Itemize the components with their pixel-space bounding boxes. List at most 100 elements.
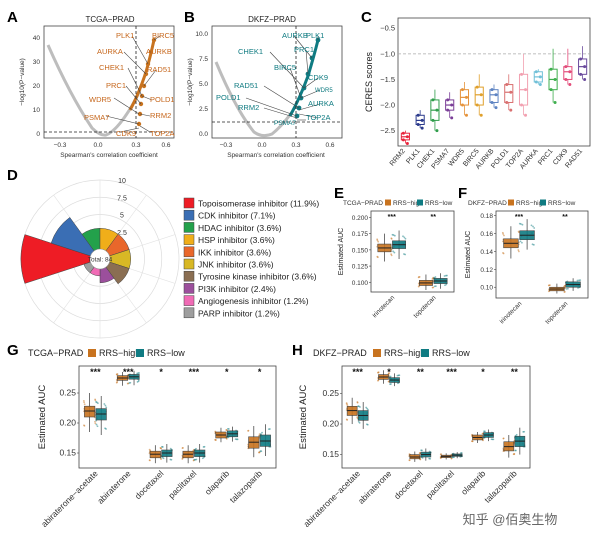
- panel-c-point: [420, 126, 424, 130]
- panel-e-ytick: 0.200: [352, 215, 369, 222]
- panel-d-legend-swatch: [183, 283, 195, 294]
- panel-g-jitter-point: [116, 373, 119, 375]
- panel-g-xtick: abiraterone−acetate: [39, 468, 100, 529]
- panel-f-significance: **: [562, 214, 568, 221]
- panel-c-point: [475, 85, 479, 89]
- panel-letter-c: C: [361, 9, 372, 26]
- panel-d-center-label: Total: 84: [88, 257, 113, 264]
- panel-e-legend-swatch: [385, 199, 391, 206]
- panel-d-legend-swatch: [183, 234, 195, 245]
- panel-e-ytick: 0.125: [352, 264, 369, 271]
- panel-h-jitter-point: [408, 459, 411, 462]
- panel-d-legend-swatch: [183, 246, 195, 258]
- panel-g-xtick: abiraterone: [95, 468, 133, 506]
- panel-g-jitter-point: [182, 447, 184, 449]
- panel-h-jitter-point: [451, 456, 454, 459]
- panel-g-jitter-point: [95, 423, 98, 426]
- panel-g-jitter-point: [261, 431, 263, 434]
- panel-e-jitter-point: [377, 240, 380, 243]
- panel-f-frame: [495, 210, 589, 299]
- panel-e-legend-label: RRS−high: [393, 200, 423, 207]
- panel-c-point: [446, 108, 450, 112]
- panel-c-box: [489, 89, 499, 103]
- panel-c-point: [524, 88, 528, 92]
- watermark: 知乎 @佰奥生物: [463, 512, 558, 527]
- panel-h-jitter-point: [366, 423, 369, 426]
- panel-letter-a: A: [7, 9, 18, 26]
- panel-g-jitter-point: [105, 406, 108, 409]
- panel-a-gene-label: CDK9: [116, 129, 136, 138]
- panel-b-gene-label: POLD1: [216, 93, 241, 102]
- panel-e-legend-label: RRS−low: [425, 200, 453, 207]
- panel-b-ytick: 5.0: [199, 81, 208, 88]
- panel-g-jitter-point: [94, 420, 96, 423]
- panel-e-significance: **: [431, 214, 437, 221]
- panel-letter-g: G: [7, 342, 19, 359]
- panel-d-legend-label: PARP inhibitor (1.2%): [198, 308, 280, 318]
- panel-h-jitter-point: [460, 452, 463, 454]
- panel-a-xtick: 0.6: [161, 142, 170, 149]
- panel-e-jitter-point: [393, 234, 396, 237]
- panel-c-point: [520, 103, 524, 107]
- panel-g-jitter-point: [247, 429, 250, 432]
- panel-e-jitter-point: [431, 286, 434, 289]
- panel-c-point: [490, 88, 494, 92]
- panel-b-ylabel: −log10(P−value): [187, 58, 194, 106]
- panel-e-auc-boxplot: TCGA−PRAD RRS−high RRS−low 0.100 0.125 0.150 0…: [338, 199, 455, 320]
- panel-c-point: [553, 77, 557, 81]
- panel-g-jitter-point: [159, 447, 162, 449]
- panel-c-xtick: PRC1: [537, 148, 554, 167]
- panel-g-auc-boxplot: TCGA−PRAD RRS−high RRS−low 0.15 0.20 0.25 Esti…: [28, 348, 277, 529]
- panel-g-jitter-point: [257, 451, 260, 454]
- panel-c-point: [450, 116, 454, 120]
- panel-f-jitter-point: [519, 240, 522, 243]
- panel-g-jitter-point: [83, 401, 86, 404]
- panel-d-grid-spoke: [53, 266, 95, 324]
- panel-c-point: [553, 100, 557, 104]
- panel-letter-e: E: [334, 185, 344, 202]
- panel-f-jitter-point: [563, 291, 566, 293]
- panel-f-jitter-point: [518, 222, 521, 225]
- panel-h-jitter-point: [398, 374, 401, 377]
- panel-h-significance: **: [511, 367, 519, 377]
- panel-c-point: [494, 106, 498, 110]
- panel-a-xaxis: −0.3 0.0 0.3 0.6 Spearman's correlation …: [54, 142, 171, 159]
- panel-e-ylabel: Estimated AUC: [338, 228, 345, 275]
- panel-h-ytick: 0.20: [322, 419, 339, 429]
- panel-f-jitter-point: [533, 227, 536, 229]
- panel-h-jitter-point: [418, 452, 421, 454]
- panel-g-ytick: 0.25: [59, 388, 76, 398]
- panel-d-legend-label: Topoisomerase inhibitor (11.9%): [198, 199, 319, 209]
- panel-b-volcano: DKFZ−PRAD A: [187, 15, 343, 159]
- panel-b-xlabel: Spearman's correlation coefficient: [227, 152, 325, 159]
- panel-g-ylabel: Estimated AUC: [37, 385, 48, 450]
- panel-f-jitter-point: [579, 279, 582, 282]
- panel-h-jitter-point: [523, 430, 526, 433]
- panel-h-significance: ***: [446, 367, 457, 377]
- panel-a-xtick: 0.3: [131, 142, 140, 149]
- panel-e-significance: ***: [388, 214, 396, 221]
- panel-e-jitter-point: [433, 285, 436, 288]
- panel-f-jitter-point: [517, 249, 520, 251]
- panel-g-jitter-point: [105, 428, 107, 430]
- panel-c-point: [568, 70, 572, 74]
- panel-h-jitter-point: [357, 420, 360, 423]
- panel-c-point: [479, 113, 483, 117]
- panel-c-point: [505, 83, 509, 87]
- panel-h-xtick: docetaxel: [392, 468, 425, 501]
- panel-f-jitter-point: [517, 230, 520, 233]
- panel-b-gene-label: PRC1: [294, 45, 314, 54]
- panel-a-ytick: 30: [33, 59, 41, 66]
- panel-letter-h: H: [292, 342, 303, 359]
- panel-letter-d: D: [7, 167, 18, 184]
- panel-d-legend-label: HSP inhibitor (3.6%): [198, 235, 275, 245]
- panel-a-gene-label: TOP2A: [150, 129, 174, 138]
- panel-c-box: [474, 86, 484, 106]
- panel-letter-b: B: [184, 9, 195, 26]
- panel-f-jitter-point: [502, 233, 505, 235]
- panel-g-jitter-point: [116, 381, 118, 384]
- panel-c-point: [509, 108, 513, 112]
- panel-h-legend-swatch: [421, 349, 429, 357]
- panel-g-jitter-point: [161, 445, 163, 448]
- panel-f-jitter-point: [502, 252, 505, 255]
